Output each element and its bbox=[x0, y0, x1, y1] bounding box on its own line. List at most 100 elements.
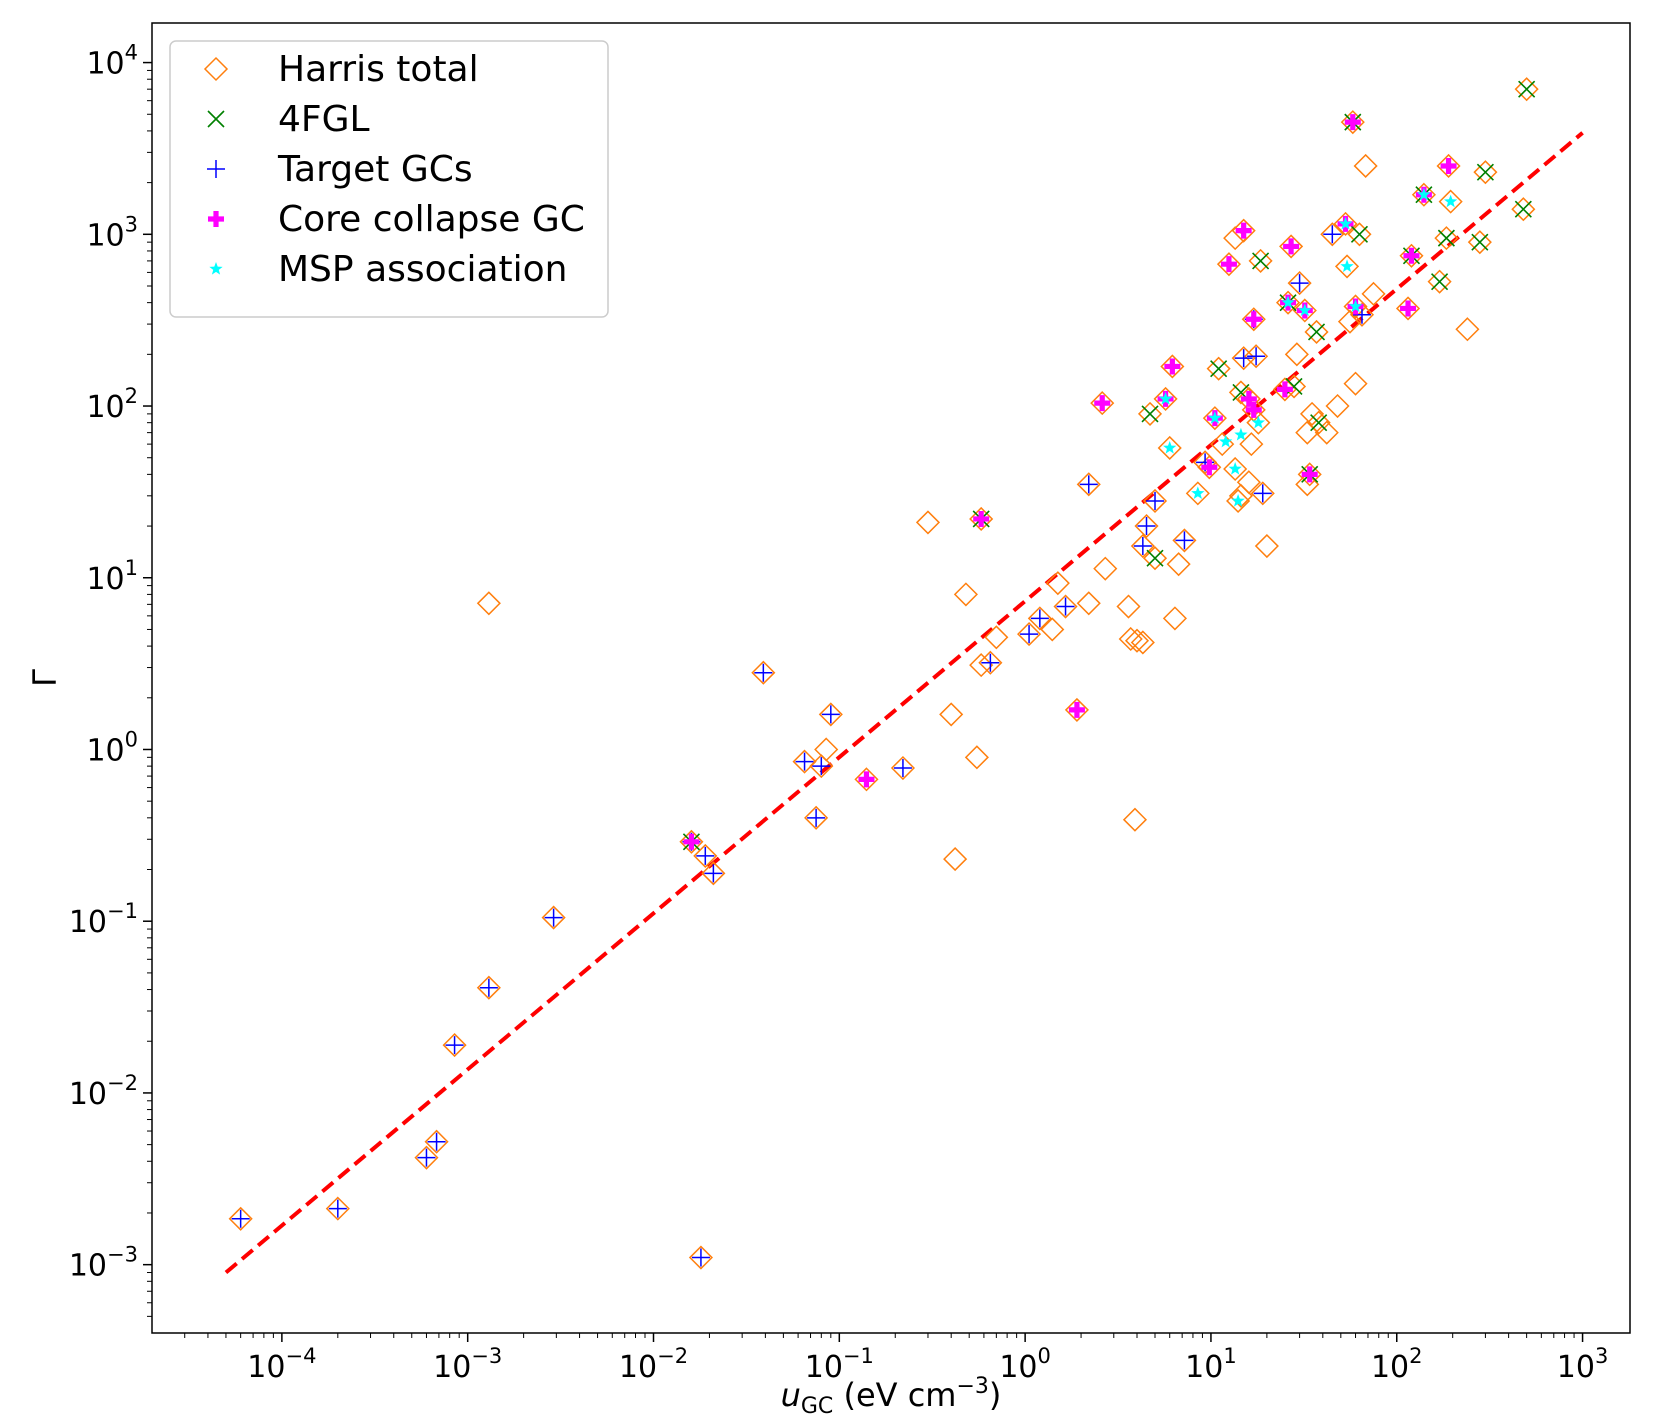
data-point bbox=[1343, 371, 1368, 396]
data-point bbox=[981, 653, 1000, 672]
data-point bbox=[751, 660, 776, 685]
data-point bbox=[1245, 401, 1262, 418]
data-point bbox=[1141, 405, 1159, 423]
data-point bbox=[1431, 273, 1449, 291]
data-point bbox=[1361, 281, 1386, 306]
data-point bbox=[1395, 296, 1421, 321]
data-point bbox=[693, 843, 718, 868]
data-point bbox=[1323, 225, 1342, 244]
data-point bbox=[1299, 401, 1325, 426]
data-point bbox=[1514, 77, 1539, 102]
data-point bbox=[969, 653, 994, 678]
data-point bbox=[1403, 247, 1420, 264]
data-point bbox=[688, 1245, 713, 1270]
data-point bbox=[1079, 475, 1098, 494]
series-harris-total bbox=[228, 77, 1539, 1270]
data-point bbox=[1191, 486, 1205, 500]
data-point bbox=[1208, 411, 1222, 424]
y-tick-label: 102 bbox=[86, 384, 138, 425]
data-point bbox=[1228, 461, 1242, 475]
data-point bbox=[1247, 347, 1266, 366]
data-point bbox=[1338, 216, 1353, 230]
data-point bbox=[1252, 252, 1270, 270]
legend-marker bbox=[208, 211, 224, 227]
x-axis-label: uGC (eV cm−3) bbox=[781, 1374, 1002, 1419]
data-point bbox=[328, 1199, 347, 1218]
data-point bbox=[1166, 552, 1191, 577]
data-point bbox=[1172, 528, 1197, 553]
fit-line bbox=[224, 131, 1584, 1275]
data-point bbox=[417, 1148, 436, 1167]
data-point bbox=[1122, 807, 1148, 832]
legend-marker bbox=[209, 262, 223, 275]
data-point bbox=[1244, 344, 1269, 369]
data-point bbox=[1340, 259, 1354, 273]
data-point bbox=[1201, 459, 1218, 476]
x-tick-label: 10−4 bbox=[247, 1344, 316, 1385]
data-point bbox=[1231, 493, 1245, 507]
y-tick-label: 10−1 bbox=[69, 899, 138, 940]
data-point bbox=[1297, 462, 1322, 487]
data-point bbox=[812, 757, 831, 776]
y-axis: 10−3 10−2 10−1 100 101 102 103 104 bbox=[69, 41, 152, 1317]
data-point bbox=[1399, 243, 1424, 268]
data-point bbox=[893, 759, 912, 778]
data-point bbox=[1337, 309, 1363, 334]
y-tick-label: 104 bbox=[86, 41, 138, 82]
data-point bbox=[1471, 233, 1489, 251]
data-point bbox=[1427, 269, 1452, 294]
data-point bbox=[1437, 229, 1455, 247]
data-point bbox=[1287, 271, 1312, 296]
data-point bbox=[964, 745, 989, 770]
data-point bbox=[821, 705, 840, 724]
data-point bbox=[445, 1036, 464, 1055]
data-point bbox=[1239, 432, 1264, 457]
data-point bbox=[939, 702, 964, 727]
data-point bbox=[807, 808, 826, 827]
data-point bbox=[1310, 414, 1328, 432]
data-point bbox=[1275, 290, 1301, 315]
data-point bbox=[442, 1033, 467, 1058]
data-point bbox=[818, 702, 843, 727]
data-point bbox=[1240, 390, 1257, 407]
data-point bbox=[1164, 358, 1181, 375]
legend-label: Core collapse GC bbox=[278, 199, 585, 240]
x-tick-label: 10−1 bbox=[805, 1344, 874, 1385]
data-point bbox=[1146, 491, 1165, 510]
data-point bbox=[1056, 597, 1075, 616]
data-point bbox=[1245, 311, 1262, 328]
data-point bbox=[1343, 294, 1368, 319]
data-point bbox=[969, 506, 994, 532]
data-point bbox=[1160, 354, 1185, 379]
legend-marker bbox=[207, 160, 225, 178]
data-point bbox=[1348, 299, 1363, 313]
data-point bbox=[1220, 256, 1237, 273]
data-point bbox=[231, 1209, 250, 1228]
data-point bbox=[854, 767, 879, 792]
data-point bbox=[1234, 427, 1248, 441]
data-point bbox=[541, 905, 566, 930]
data-point bbox=[1162, 606, 1187, 631]
y-tick-label: 100 bbox=[86, 727, 138, 768]
data-point bbox=[414, 1145, 439, 1170]
data-point bbox=[1236, 470, 1261, 495]
data-point bbox=[1250, 481, 1275, 506]
data-point bbox=[1281, 295, 1295, 309]
data-point bbox=[1231, 218, 1256, 243]
data-point bbox=[1307, 323, 1326, 341]
data-point bbox=[691, 1248, 710, 1267]
y-tick-label: 10−3 bbox=[69, 1243, 138, 1284]
data-point bbox=[1473, 160, 1498, 185]
data-point bbox=[1254, 533, 1279, 559]
data-point bbox=[1124, 628, 1150, 653]
data-point bbox=[1276, 381, 1293, 398]
data-point bbox=[1347, 222, 1372, 247]
data-point bbox=[1231, 346, 1256, 371]
data-point bbox=[1301, 466, 1318, 483]
data-point bbox=[973, 510, 990, 527]
data-point bbox=[1202, 406, 1227, 431]
data-point bbox=[754, 663, 773, 682]
legend-label: Target GCs bbox=[277, 149, 473, 190]
data-point bbox=[1298, 303, 1312, 317]
data-point bbox=[1137, 401, 1163, 426]
